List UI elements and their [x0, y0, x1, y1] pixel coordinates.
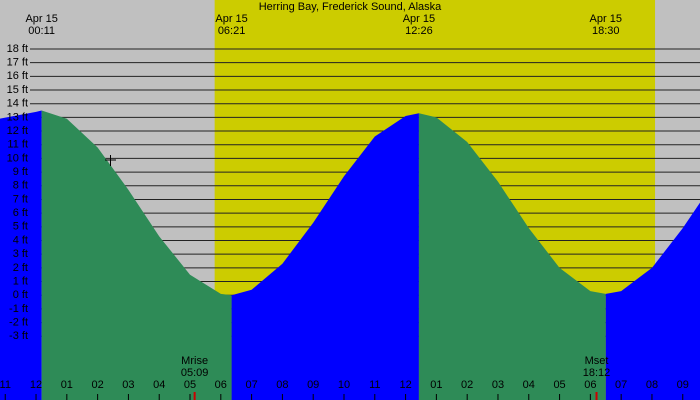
- x-tick-label: 12: [30, 379, 42, 391]
- y-tick-label: 9 ft: [13, 166, 28, 178]
- tide-area: [0, 110, 42, 400]
- y-tick-label: -3 ft: [9, 330, 28, 342]
- x-tick-label: 11: [369, 379, 380, 391]
- extreme-time: 06:21: [218, 25, 246, 37]
- y-tick-label: 14 ft: [7, 98, 28, 110]
- moon-label: Mrise: [181, 355, 208, 367]
- extreme-date: Apr 15: [403, 13, 435, 25]
- tide-area: [231, 113, 419, 400]
- extreme-time: 12:26: [405, 25, 433, 37]
- y-tick-label: 7 ft: [13, 193, 28, 205]
- x-tick-label: 10: [338, 379, 350, 391]
- y-tick-label: 0 ft: [13, 289, 28, 301]
- y-tick-label: 6 ft: [13, 207, 28, 219]
- y-tick-label: 3 ft: [13, 248, 28, 260]
- y-tick-label: 1 ft: [13, 275, 28, 287]
- extreme-date: Apr 15: [25, 13, 57, 25]
- y-tick-label: 8 ft: [13, 180, 28, 192]
- x-tick-label: 07: [615, 379, 627, 391]
- moon-label: Mset: [585, 355, 609, 367]
- x-tick-label: 09: [677, 379, 689, 391]
- x-tick-label: 12: [399, 379, 411, 391]
- y-tick-label: 15 ft: [7, 84, 28, 96]
- tide-area: [418, 113, 606, 400]
- y-tick-label: 11 ft: [7, 139, 28, 151]
- x-tick-label: 02: [461, 379, 473, 391]
- tide-area: [41, 110, 232, 400]
- y-tick-label: 5 ft: [13, 221, 28, 233]
- cursor: [105, 155, 116, 166]
- x-tick-label: 06: [584, 379, 596, 391]
- extreme-date: Apr 15: [590, 13, 622, 25]
- chart-title: Herring Bay, Frederick Sound, Alaska: [259, 1, 442, 13]
- x-tick-label: 06: [215, 379, 227, 391]
- x-tick-label: 02: [91, 379, 103, 391]
- y-tick-label: -1 ft: [9, 303, 28, 315]
- tide-area: [605, 202, 700, 400]
- x-tick-label: 01: [430, 379, 442, 391]
- x-tick-label: 04: [153, 379, 165, 391]
- x-tick-label: 03: [492, 379, 504, 391]
- x-tick-label: 08: [276, 379, 288, 391]
- y-tick-label: 4 ft: [13, 234, 28, 246]
- y-tick-label: 18 ft: [7, 43, 28, 55]
- x-tick-label: 05: [553, 379, 565, 391]
- x-tick-label: 11: [0, 379, 11, 391]
- x-tick-label: 01: [61, 379, 73, 391]
- x-tick-label: 05: [184, 379, 196, 391]
- x-tick-label: 08: [646, 379, 658, 391]
- y-tick-label: 13 ft: [7, 111, 28, 123]
- x-tick-label: 04: [523, 379, 535, 391]
- x-tick-label: 09: [307, 379, 319, 391]
- y-tick-label: 17 ft: [7, 57, 28, 69]
- moon-time: 05:09: [181, 367, 209, 379]
- y-tick-label: 2 ft: [13, 262, 28, 274]
- y-tick-label: 16 ft: [7, 70, 28, 82]
- y-tick-label: -2 ft: [9, 316, 28, 328]
- x-tick-label: 07: [245, 379, 257, 391]
- extreme-time: 18:30: [592, 25, 620, 37]
- extreme-time: 00:11: [28, 25, 55, 37]
- extreme-date: Apr 15: [215, 13, 247, 25]
- moon-time: 18:12: [583, 367, 611, 379]
- y-tick-label: 12 ft: [7, 125, 28, 137]
- x-tick-label: 03: [122, 379, 134, 391]
- y-tick-label: 10 ft: [7, 152, 28, 164]
